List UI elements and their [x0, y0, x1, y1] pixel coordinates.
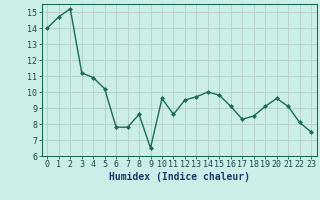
X-axis label: Humidex (Indice chaleur): Humidex (Indice chaleur): [109, 172, 250, 182]
